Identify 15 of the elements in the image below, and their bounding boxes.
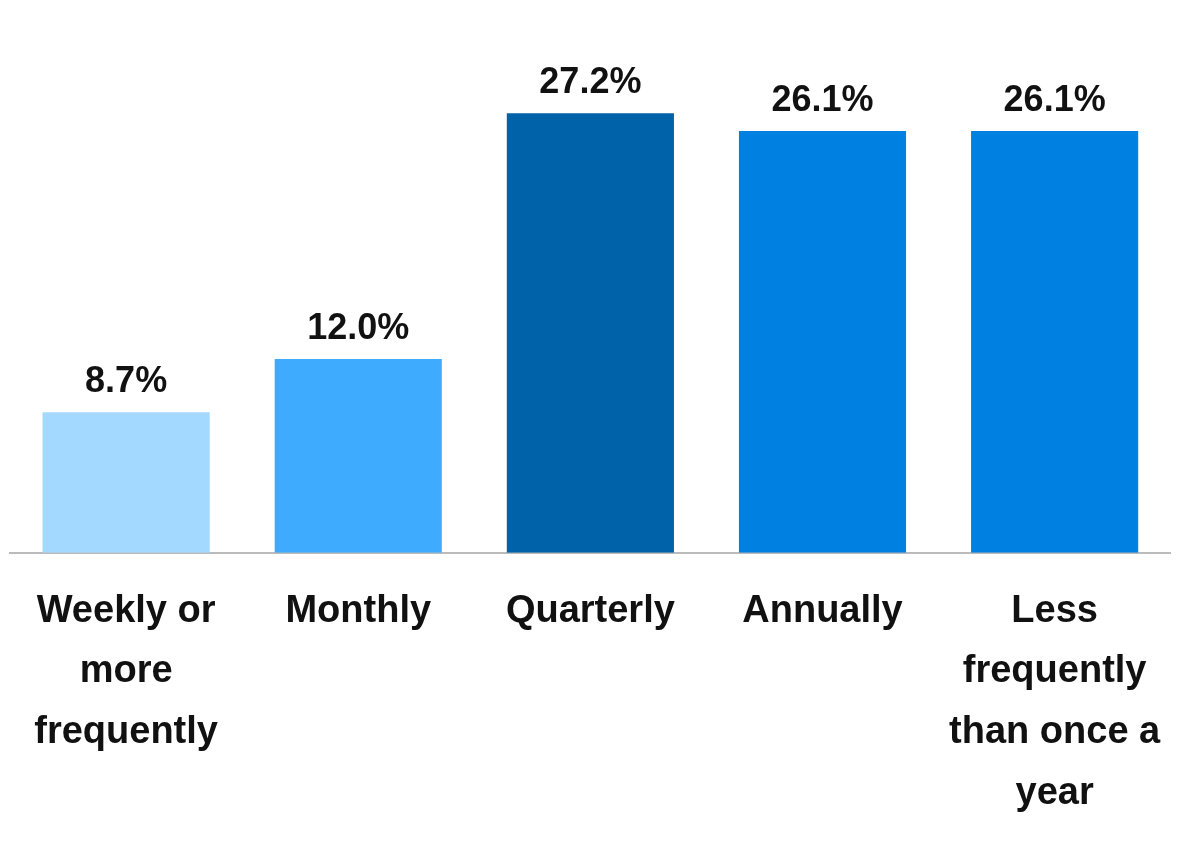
data-label: 12.0% <box>307 305 410 347</box>
data-label: 27.2% <box>539 60 642 102</box>
data-label: 26.1% <box>771 77 874 119</box>
x-tick-label: Weekly or more frequently <box>34 587 218 752</box>
bar <box>42 412 210 553</box>
data-label: 8.7% <box>85 359 168 401</box>
bar <box>738 131 907 553</box>
data-label: 26.1% <box>1003 77 1106 119</box>
bar <box>971 131 1139 553</box>
x-tick-label: Monthly <box>285 587 432 630</box>
x-tick-label: Less frequently than once a year <box>949 587 1162 813</box>
x-tick-label: Annually <box>742 587 903 630</box>
bar <box>506 113 674 553</box>
bar <box>274 358 442 553</box>
x-tick-label: Quarterly <box>505 587 675 630</box>
